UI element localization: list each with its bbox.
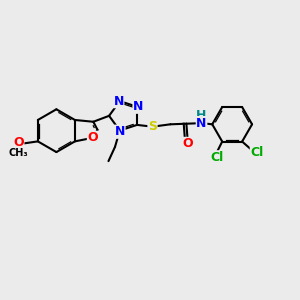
Text: N: N <box>196 117 207 130</box>
Text: Cl: Cl <box>210 151 224 164</box>
Text: N: N <box>113 94 124 108</box>
Text: O: O <box>182 137 193 150</box>
Text: O: O <box>87 131 98 144</box>
Text: Cl: Cl <box>250 146 264 159</box>
Text: S: S <box>148 120 157 133</box>
Text: N: N <box>133 100 143 113</box>
Text: CH₃: CH₃ <box>9 148 28 158</box>
Text: H: H <box>196 109 207 122</box>
Text: N: N <box>115 125 125 138</box>
Text: O: O <box>13 136 24 149</box>
